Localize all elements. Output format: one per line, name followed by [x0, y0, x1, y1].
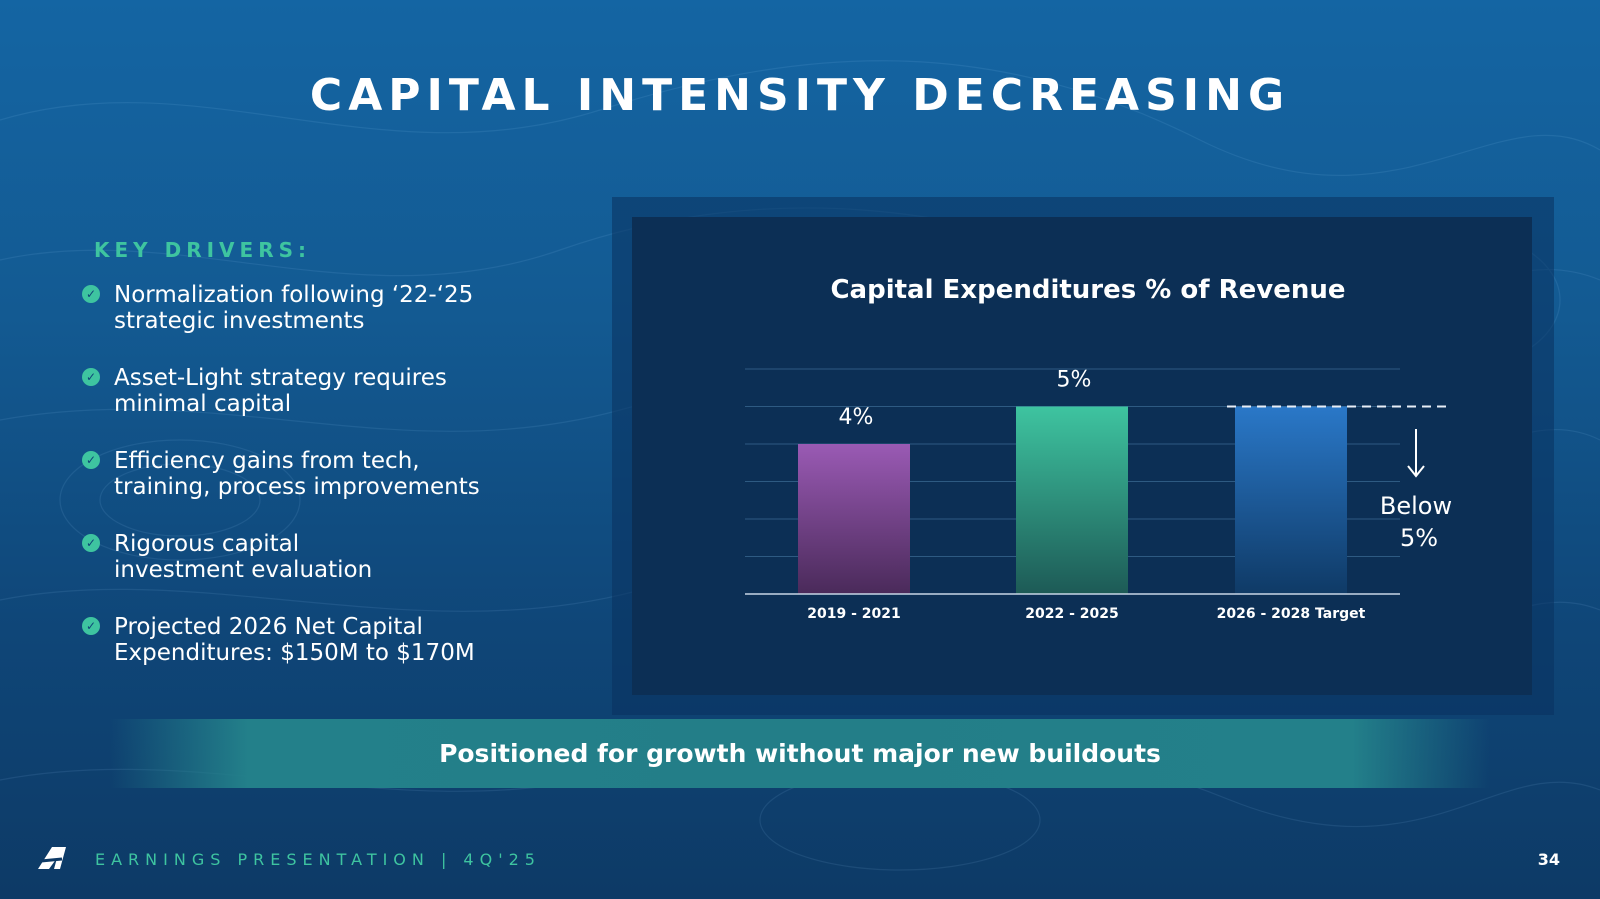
driver-item: ✓ Projected 2026 Net Capital Expenditure…: [82, 614, 552, 697]
driver-item: ✓ Rigorous capital investment evaluation: [82, 531, 552, 614]
bar-3: [1235, 406, 1347, 594]
driver-text-line: training, process improvements: [114, 474, 480, 500]
page-number: 34: [1537, 850, 1560, 869]
x-tick-label: 2022 - 2025: [1025, 606, 1119, 622]
check-circle-icon: ✓: [82, 451, 100, 469]
slide-title: CAPITAL INTENSITY DECREASING: [309, 70, 1291, 121]
driver-text-line: Projected 2026 Net Capital: [114, 614, 423, 640]
positioning-banner: Positioned for growth without major new …: [110, 719, 1490, 788]
key-drivers-heading: KEY DRIVERS:: [94, 238, 311, 262]
data-label: 4%: [839, 405, 874, 430]
chart-title: Capital Expenditures % of Revenue: [830, 275, 1345, 305]
driver-text-line: Efficiency gains from tech,: [114, 448, 420, 474]
x-tick-label: 2019 - 2021: [807, 606, 901, 622]
driver-text-line: investment evaluation: [114, 557, 373, 583]
data-label: 5%: [1057, 368, 1092, 393]
check-circle-icon: ✓: [82, 617, 100, 635]
driver-text-line: Expenditures: $150M to $170M: [114, 640, 475, 666]
driver-text-line: Asset-Light strategy requires: [114, 365, 447, 391]
key-drivers-list: ✓ Normalization following ‘22-‘25 strate…: [82, 282, 552, 697]
driver-text-line: minimal capital: [114, 391, 292, 417]
driver-item: ✓ Efficiency gains from tech, training, …: [82, 448, 552, 531]
driver-item: ✓ Normalization following ‘22-‘25 strate…: [82, 282, 552, 365]
target-annotation-line2: 5%: [1400, 524, 1438, 552]
driver-text-line: Normalization following ‘22-‘25: [114, 282, 474, 308]
driver-text-line: strategic investments: [114, 308, 365, 334]
check-circle-icon: ✓: [82, 368, 100, 386]
bar-1: [798, 444, 910, 594]
check-circle-icon: ✓: [82, 534, 100, 552]
down-arrow-icon: [1407, 429, 1425, 478]
check-circle-icon: ✓: [82, 285, 100, 303]
target-annotation-line1: Below: [1380, 492, 1452, 520]
driver-item: ✓ Asset-Light strategy requires minimal …: [82, 365, 552, 448]
capex-bar-chart: Capital Expenditures % of Revenue 2019 -…: [745, 275, 1452, 622]
company-logo-icon: [38, 847, 66, 869]
x-tick-label: 2026 - 2028 Target: [1217, 606, 1366, 622]
driver-text-line: Rigorous capital: [114, 531, 300, 557]
bar-2: [1016, 406, 1128, 594]
footer-presentation-label: EARNINGS PRESENTATION | 4Q'25: [95, 850, 541, 869]
